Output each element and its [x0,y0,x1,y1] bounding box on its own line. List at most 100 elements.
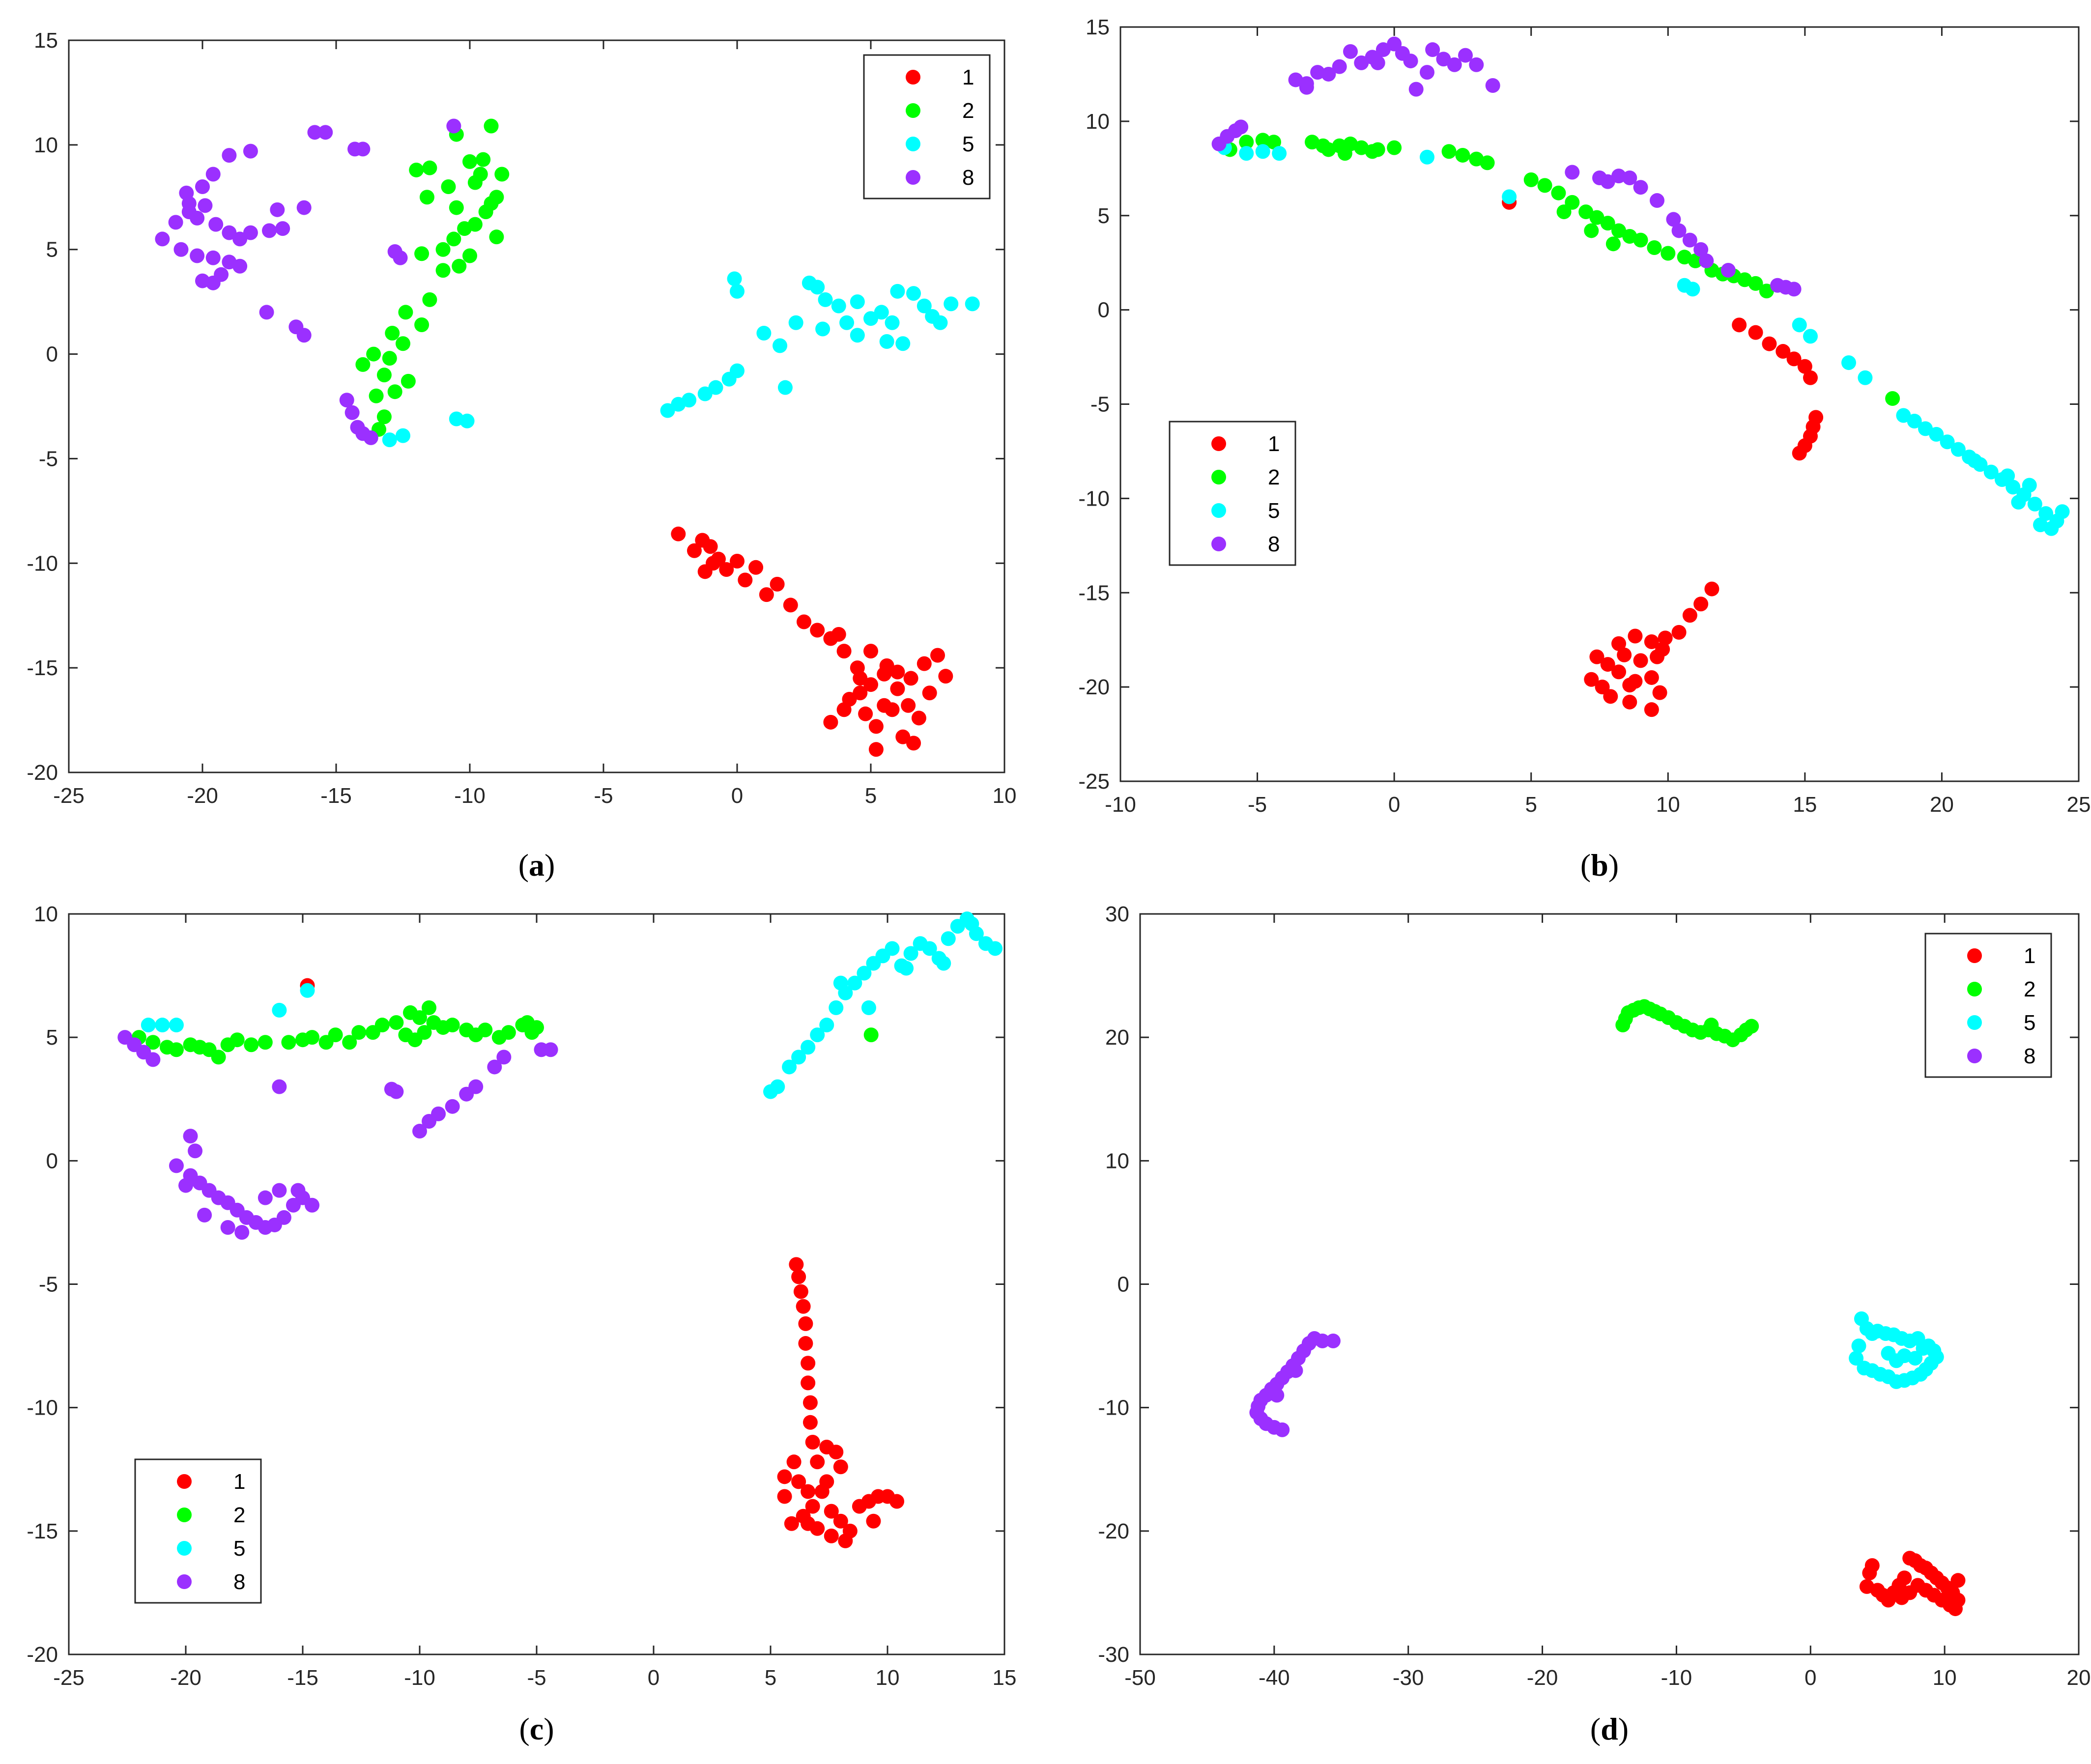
data-point [866,1513,881,1529]
data-point [173,242,189,257]
data-point [697,386,713,401]
data-point [262,223,277,238]
data-point [484,118,499,134]
data-point [1908,1351,1923,1366]
data-point [401,373,416,389]
data-point [1458,48,1473,63]
data-point [473,167,488,182]
data-point [730,554,745,569]
data-point [258,1035,273,1050]
legend-marker [177,1541,192,1556]
data-point [836,702,852,717]
data-point [1720,263,1736,278]
data-point [1682,608,1697,623]
legend-label: 1 [962,65,974,89]
y-tick-label: -10 [1098,1396,1129,1420]
data-point [879,334,894,349]
legend-marker [177,1508,192,1522]
data-point [853,671,868,686]
x-tick-label: -15 [287,1666,318,1690]
data-point [398,305,413,320]
panel-caption: (b) [1580,848,1619,882]
data-point [145,1052,161,1067]
data-point [936,956,951,971]
data-point [414,317,430,332]
data-point [1894,1590,1909,1605]
data-point [802,1415,818,1430]
data-point [850,294,865,310]
data-point [890,681,905,696]
data-point [1233,119,1249,135]
data-point [1425,42,1440,57]
legend-label: 5 [2024,1011,2035,1035]
data-point [396,336,410,351]
legend-box [1924,933,2052,1078]
data-point [1605,236,1621,252]
data-point [671,526,686,541]
y-tick-label: -5 [39,447,58,471]
data-point [829,1000,844,1015]
data-point [861,1000,876,1015]
data-point [389,1084,404,1099]
y-tick-label: -20 [1098,1519,1129,1543]
data-point [1603,689,1618,704]
data-point [208,217,224,232]
data-point [344,405,360,420]
data-point [1644,634,1659,650]
data-point [281,1035,296,1050]
data-point [782,1059,797,1075]
data-point [797,614,811,629]
data-point [1633,653,1648,668]
data-point [1611,664,1626,680]
x-tick-label: -5 [527,1666,546,1690]
data-point [459,413,475,428]
data-point [885,941,900,956]
caption-close: ) [544,1711,554,1746]
data-point [796,1299,811,1314]
data-point [1940,434,1955,450]
data-point [801,1375,816,1391]
data-point [468,1079,484,1094]
data-point [941,931,956,946]
data-point [188,1143,203,1159]
data-point [1918,421,1933,436]
y-tick-label: -20 [27,1643,58,1667]
data-point [791,1474,806,1489]
series-2 [1615,999,1759,1048]
data-point [831,298,846,313]
y-tick-label: 30 [1105,902,1129,926]
data-point [487,1059,502,1075]
data-point [964,916,979,932]
data-point [457,221,472,236]
data-point [366,346,381,362]
data-point [305,1030,320,1045]
data-point [478,1023,493,1038]
y-tick-label: 10 [34,902,58,926]
data-point [168,215,183,230]
data-point [801,1356,816,1371]
panel-d: -50 -40 -30 -20 -10 0 10 20 -30 -20 -10 0 10 20 30 1 2 5 8… [1098,902,2091,1746]
x-tick-label: -5 [594,784,613,808]
data-point [730,363,745,378]
data-point [435,242,451,257]
data-point [1983,464,1999,480]
data-point [232,231,248,247]
legend-marker [1967,948,1982,963]
data-point [660,403,675,418]
data-point [501,1025,516,1040]
data-point [719,562,734,577]
data-point [307,125,322,140]
data-point [1485,78,1500,93]
panel-caption: (d) [1590,1711,1629,1746]
data-point [1403,54,1418,69]
y-tick-label: 15 [34,28,58,53]
data-point [899,961,914,976]
y-tick-label: -10 [1078,486,1110,511]
data-point [773,338,788,353]
data-point [494,167,510,182]
data-point [798,1316,813,1331]
data-point [831,627,846,642]
data-point [791,1050,806,1065]
data-point [1762,336,1777,351]
data-point [703,539,718,554]
